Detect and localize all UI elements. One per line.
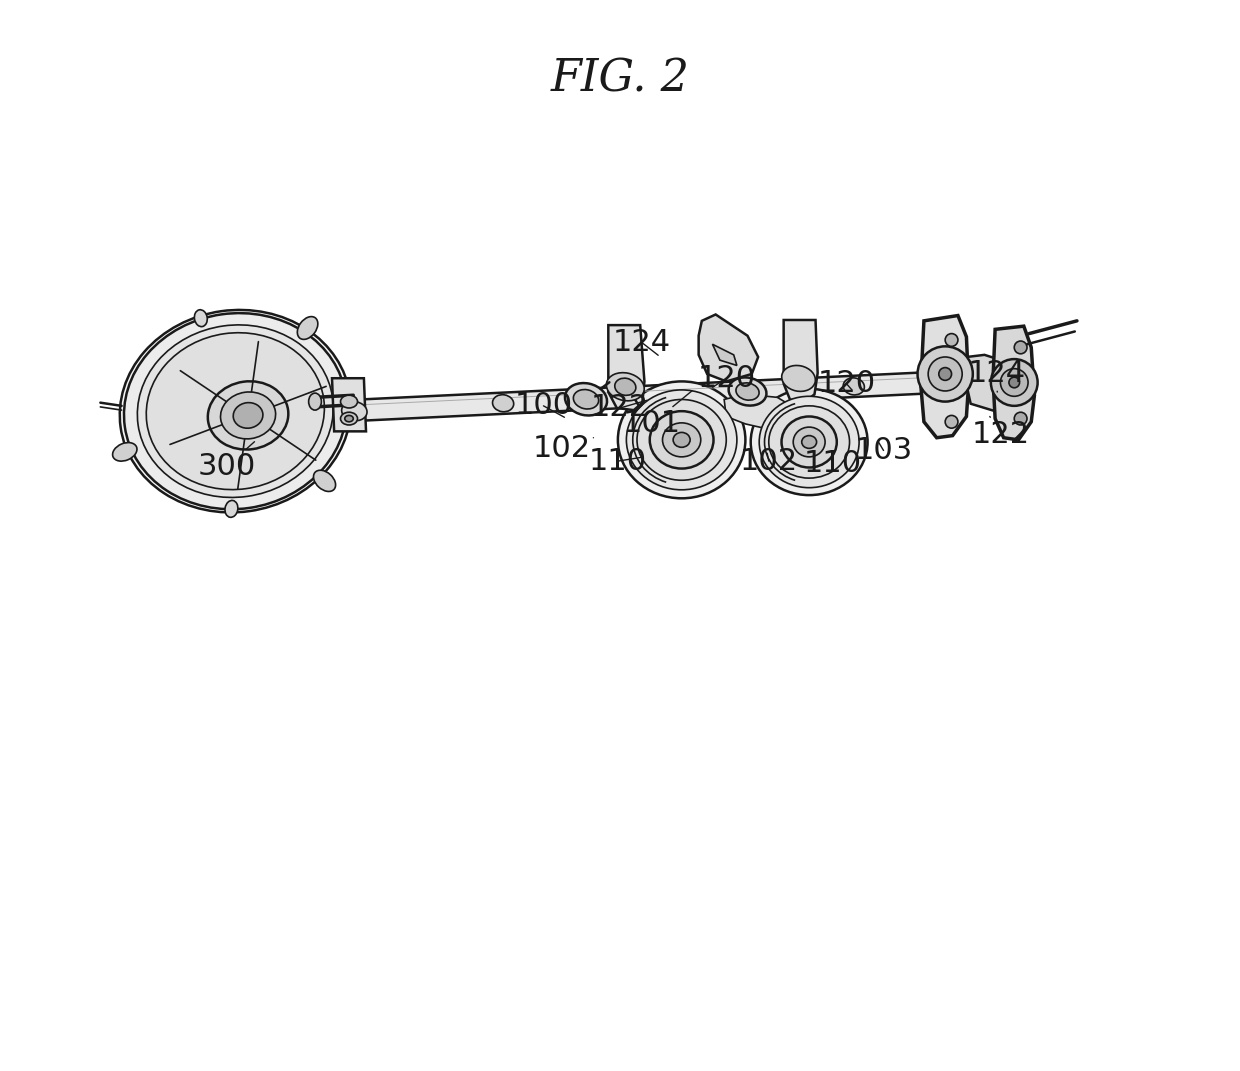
Ellipse shape [945, 333, 959, 346]
Ellipse shape [492, 395, 513, 411]
Ellipse shape [802, 436, 817, 449]
Ellipse shape [314, 470, 336, 492]
Text: 102: 102 [740, 447, 797, 476]
Ellipse shape [138, 325, 334, 497]
Ellipse shape [342, 402, 367, 421]
Polygon shape [959, 355, 1019, 411]
Ellipse shape [781, 417, 837, 467]
Ellipse shape [615, 378, 636, 395]
Ellipse shape [662, 423, 701, 457]
Ellipse shape [737, 382, 759, 401]
Text: 122: 122 [971, 417, 1029, 449]
Polygon shape [921, 316, 968, 438]
Ellipse shape [939, 367, 951, 380]
Ellipse shape [918, 346, 973, 402]
Text: 100: 100 [515, 391, 573, 420]
Ellipse shape [146, 333, 325, 489]
Polygon shape [332, 378, 366, 432]
Ellipse shape [929, 357, 962, 391]
Ellipse shape [769, 406, 849, 478]
Ellipse shape [1001, 368, 1028, 396]
Text: 110: 110 [589, 447, 647, 476]
Ellipse shape [637, 399, 727, 480]
Ellipse shape [794, 427, 825, 457]
Ellipse shape [113, 442, 136, 462]
Polygon shape [671, 397, 697, 440]
Ellipse shape [945, 416, 959, 428]
Ellipse shape [233, 403, 263, 428]
Polygon shape [799, 399, 822, 442]
Ellipse shape [1014, 341, 1027, 353]
Ellipse shape [195, 310, 207, 327]
Ellipse shape [759, 396, 859, 487]
Polygon shape [609, 326, 645, 410]
Polygon shape [993, 327, 1034, 440]
Ellipse shape [208, 381, 289, 450]
Ellipse shape [221, 392, 275, 439]
Ellipse shape [606, 373, 645, 401]
Ellipse shape [341, 395, 357, 408]
Ellipse shape [573, 390, 599, 409]
Text: FIG. 2: FIG. 2 [551, 57, 689, 101]
Text: 122: 122 [591, 393, 649, 422]
Ellipse shape [565, 383, 608, 416]
Text: 120: 120 [697, 364, 755, 393]
Ellipse shape [650, 411, 713, 468]
Ellipse shape [1009, 377, 1019, 388]
Polygon shape [698, 315, 758, 381]
Text: 110: 110 [804, 449, 862, 478]
Ellipse shape [750, 389, 868, 495]
Ellipse shape [345, 416, 353, 422]
Ellipse shape [997, 366, 1018, 383]
Ellipse shape [224, 500, 238, 517]
Ellipse shape [120, 310, 351, 512]
Ellipse shape [298, 317, 317, 340]
Text: 120: 120 [817, 369, 875, 398]
Ellipse shape [843, 378, 864, 395]
Ellipse shape [781, 365, 816, 391]
Ellipse shape [618, 381, 745, 498]
Text: 124: 124 [613, 328, 671, 357]
Polygon shape [337, 367, 1024, 422]
Text: 101: 101 [622, 391, 692, 438]
Ellipse shape [673, 433, 691, 448]
Polygon shape [713, 344, 737, 365]
Text: 124: 124 [968, 360, 1027, 392]
Ellipse shape [1014, 412, 1027, 425]
Text: 300: 300 [197, 441, 255, 481]
Text: 102: 102 [532, 434, 594, 463]
Ellipse shape [124, 313, 347, 509]
Ellipse shape [341, 412, 357, 425]
Ellipse shape [626, 390, 737, 489]
Polygon shape [724, 394, 799, 429]
Ellipse shape [991, 359, 1038, 406]
Polygon shape [784, 320, 817, 402]
Ellipse shape [309, 393, 321, 410]
Ellipse shape [729, 377, 766, 406]
Text: 103: 103 [854, 436, 913, 465]
